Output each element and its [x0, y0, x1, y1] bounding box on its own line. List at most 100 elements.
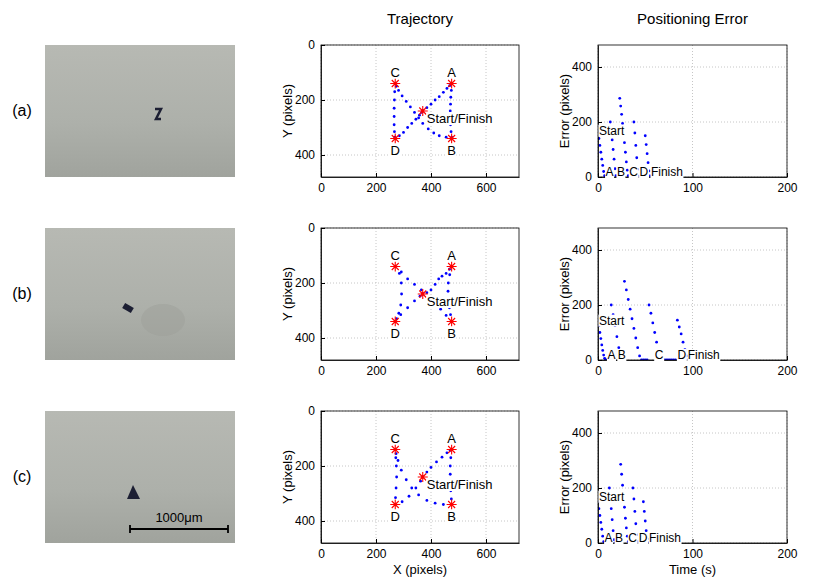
data-point	[644, 134, 647, 137]
tick: 0	[308, 221, 325, 235]
tick-label: 200	[777, 181, 797, 195]
photo-background	[45, 411, 235, 543]
data-point	[645, 143, 648, 146]
data-point	[601, 164, 604, 167]
y-axis: 0200400	[572, 46, 602, 185]
data-point	[634, 144, 637, 147]
grid-line	[598, 433, 787, 434]
annotations: StartABCDFinish	[598, 314, 720, 362]
tick: 400	[421, 539, 441, 561]
tick-label: 100	[683, 547, 703, 561]
scale-bar	[130, 525, 228, 533]
data-point	[434, 99, 437, 102]
plot-frame	[321, 45, 519, 177]
tick-label: 600	[476, 181, 496, 195]
annotations: StartABCDFinish	[598, 124, 683, 179]
annotation: B	[617, 165, 625, 179]
data-point	[680, 332, 683, 335]
grid	[598, 411, 787, 543]
data-point	[613, 158, 616, 161]
panel: 02004006000200400X (pixels)Y (pixels)ABC…	[280, 404, 520, 577]
tick: 0	[308, 404, 325, 418]
data-point	[409, 105, 412, 108]
tick-mark	[321, 411, 325, 412]
data-point	[402, 131, 405, 134]
data-point	[646, 152, 649, 155]
data-point	[400, 293, 403, 296]
tick-mark	[321, 466, 325, 467]
annotation: Start/Finish	[427, 111, 493, 126]
grid-line	[321, 100, 519, 101]
data-point	[619, 463, 622, 466]
label-patch	[638, 532, 648, 544]
plot-background	[598, 411, 787, 543]
data-point	[631, 317, 634, 320]
annotation: C	[655, 348, 664, 362]
data-point	[434, 502, 437, 505]
annotation: A	[607, 348, 615, 362]
axis-line	[598, 46, 599, 178]
data-point	[417, 493, 420, 496]
label-patch	[447, 510, 457, 523]
plot-background	[598, 228, 787, 360]
tick-label: 200	[777, 547, 797, 561]
data-point	[405, 478, 408, 481]
data-point	[449, 456, 452, 459]
tick-label: 200	[295, 276, 315, 290]
photo-background	[45, 45, 235, 177]
data-point	[430, 288, 433, 291]
data-point	[417, 116, 420, 119]
y-axis-title: Error (pixels)	[557, 74, 572, 148]
data-point	[437, 277, 440, 280]
data-point	[401, 94, 404, 97]
tick-label: 200	[366, 547, 386, 561]
data-point	[632, 487, 635, 490]
robot-image	[122, 303, 134, 313]
data-point	[408, 495, 411, 498]
plot-frame	[598, 228, 787, 360]
plot-background	[321, 228, 519, 360]
tick-label: 200	[295, 459, 315, 473]
data-point	[648, 304, 651, 307]
tick-mark	[376, 173, 377, 177]
annotation: A	[447, 65, 456, 80]
annotation: B	[447, 143, 456, 158]
data-point	[621, 484, 624, 487]
x-axis: 0100200	[595, 539, 798, 561]
data-point	[449, 473, 452, 476]
plot-frame	[598, 411, 787, 543]
row-label: (c)	[13, 468, 32, 485]
tick-mark	[486, 539, 487, 543]
tick: 400	[572, 426, 602, 440]
data-point	[676, 319, 679, 322]
label-patch	[390, 327, 400, 340]
data-point	[394, 456, 397, 459]
data-point	[395, 487, 398, 490]
tick: 100	[683, 539, 703, 561]
tick-mark	[787, 356, 788, 360]
data-point	[442, 503, 445, 506]
data-point	[623, 506, 626, 509]
x-axis-title: X (pixels)	[393, 562, 447, 577]
grid-line	[376, 45, 377, 177]
data-point	[435, 460, 438, 463]
row-label: (b)	[12, 285, 32, 302]
label-patch	[598, 315, 625, 327]
data-point	[620, 473, 623, 476]
data-point	[598, 331, 601, 334]
data-point	[627, 298, 630, 301]
data-point	[678, 326, 681, 329]
tick-label: 0	[585, 536, 592, 550]
tick-label: 400	[421, 364, 441, 378]
annotation: D	[640, 165, 649, 179]
data-point	[647, 161, 650, 164]
grid-line	[321, 338, 519, 339]
data-point	[598, 144, 601, 147]
data-point	[447, 282, 450, 285]
data-point	[623, 280, 626, 283]
tick: 400	[572, 243, 602, 257]
tick-label: 100	[683, 181, 703, 195]
grid-line	[321, 155, 519, 156]
data-area	[598, 463, 653, 543]
annotation: B	[618, 348, 626, 362]
